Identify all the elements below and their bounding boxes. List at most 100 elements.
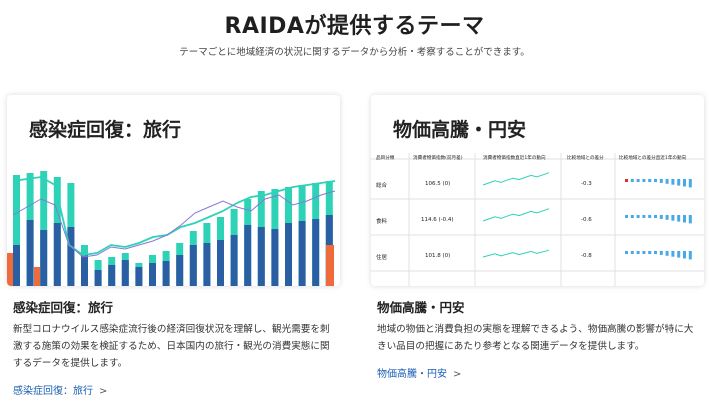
thumbnail-title: 物価高騰・円安 (393, 119, 527, 141)
diff-bar (688, 251, 692, 260)
diff-bar (671, 179, 675, 185)
diff-bar (665, 179, 669, 184)
sparkline (482, 172, 550, 186)
diff-bar (636, 251, 640, 254)
diff-bar (688, 215, 692, 224)
row-value: 114.6 (-0.4) (421, 217, 454, 223)
sparkline (482, 249, 550, 258)
chart-bar-navy (230, 235, 238, 286)
link-label: 物価高騰・円安 (377, 369, 447, 380)
row-name: 食料 (376, 219, 388, 225)
chart-line-teal (12, 176, 336, 256)
row-value: 101.8 (0) (425, 253, 451, 259)
diff-bar (683, 179, 686, 187)
chart-bar-navy (312, 219, 320, 286)
chart-bar-navy (244, 225, 252, 286)
table-header: 消費者物価指数(前月差) (413, 156, 463, 161)
diff-bar (659, 179, 663, 183)
diff-bar (677, 251, 681, 258)
chart-thumbnail (7, 171, 336, 286)
row-diff: -0.8 (581, 253, 592, 259)
diff-bar (671, 251, 675, 257)
chart-bar-teal (13, 175, 20, 286)
diff-bar (642, 251, 646, 254)
chart-bar-navy (108, 265, 116, 286)
chart-bar-navy (67, 227, 75, 286)
card-heading: 物価高騰・円安 (377, 300, 465, 315)
chart-bar-navy (135, 267, 143, 286)
row-name: 住居 (376, 255, 388, 261)
diff-bar (625, 251, 628, 254)
row-diff: -0.3 (581, 181, 592, 187)
chart-bar-navy (176, 255, 184, 286)
diff-bar (665, 215, 669, 220)
chart-bar-navy (217, 240, 224, 286)
page-subtitle: テーマごとに地域経済の状況に関するデータから分析・考察することができます。 (179, 47, 530, 58)
table-header: 消費者物価指数直近1年の動向 (483, 156, 546, 161)
diff-bar (688, 179, 692, 188)
chart-bar-navy (81, 255, 88, 286)
chart-bar-navy (94, 270, 102, 286)
chart-bar-navy (203, 243, 211, 286)
diff-bar (677, 179, 681, 186)
card-thumbnail[interactable]: 感染症回復：旅行 (7, 95, 340, 286)
row-name: 総合 (376, 183, 388, 189)
diff-bar (625, 215, 628, 218)
chevron-right-icon: > (453, 369, 462, 380)
thumbnail-title: 感染症回復：旅行 (29, 119, 182, 141)
chart-bar-teal (40, 171, 48, 286)
diff-bar (630, 215, 634, 218)
diff-bar (625, 179, 628, 182)
diff-bar (642, 179, 646, 182)
chart-bar-navy (189, 245, 197, 286)
chart-line-purple (12, 190, 336, 258)
theme-link-travel[interactable]: 感染症回復：旅行 > (13, 382, 107, 397)
chart-bar-navy (162, 261, 170, 286)
theme-card-prices[interactable]: 物価高騰・円安 品目分類 消費者物価指数(前月差) 消費者物価指数直近1年の動向… (371, 95, 704, 380)
diff-bar (648, 179, 652, 182)
diff-bar (665, 251, 669, 256)
diff-bar (683, 251, 686, 259)
diff-bar (654, 215, 657, 218)
chart-bar-navy (13, 245, 20, 286)
card-description: 新型コロナウイルス感染症流行後の経済回復状況を理解し、観光需要を刺激する施策の効… (13, 324, 330, 369)
chart-bar-navy (53, 223, 61, 286)
table-thumbnail-graphics (371, 153, 704, 286)
chart-bar-orange (34, 267, 40, 286)
diff-bar (648, 251, 652, 254)
diff-bar (630, 179, 634, 182)
chart-bar-orange (326, 245, 334, 286)
diff-bar (677, 215, 681, 222)
sparkline (482, 208, 550, 222)
diff-bar (659, 215, 663, 219)
chart-bar-navy (26, 220, 34, 286)
page-title: RAIDAが提供するテーマ (224, 14, 485, 39)
link-label: 感染症回復：旅行 (13, 386, 93, 397)
card-thumbnail[interactable]: 物価高騰・円安 品目分類 消費者物価指数(前月差) 消費者物価指数直近1年の動向… (371, 95, 704, 286)
chart-bar-orange (7, 253, 13, 286)
chevron-right-icon: > (99, 386, 108, 397)
diff-bar (683, 215, 686, 223)
theme-card-travel[interactable]: 感染症回復：旅行 感染症回復：旅行 新型コロナウイルス感染症流行後の経済回復状況… (7, 95, 340, 397)
diff-bar (659, 251, 663, 255)
diff-bar (671, 215, 675, 221)
table-header: 比較地域との差分 (567, 156, 604, 161)
chart-bar-navy (257, 227, 265, 286)
diff-bar (636, 215, 640, 218)
row-diff: -0.6 (581, 217, 592, 223)
chart-bar-navy (298, 221, 306, 286)
diff-bar (642, 215, 646, 218)
diff-bar (648, 215, 652, 218)
chart-bar-navy (40, 230, 48, 286)
chart-bar-navy (121, 260, 129, 286)
diff-bar (654, 251, 657, 254)
table-header: 比較地域との差分直近1年の動向 (619, 156, 687, 161)
table-header: 品目分類 (376, 156, 395, 161)
chart-bar-navy (271, 229, 279, 286)
diff-bar (630, 251, 634, 254)
diff-bar (654, 179, 657, 182)
diff-bar (636, 179, 640, 182)
theme-link-prices[interactable]: 物価高騰・円安 > (377, 365, 461, 380)
row-value: 106.5 (0) (425, 181, 451, 187)
card-heading: 感染症回復：旅行 (13, 300, 114, 315)
